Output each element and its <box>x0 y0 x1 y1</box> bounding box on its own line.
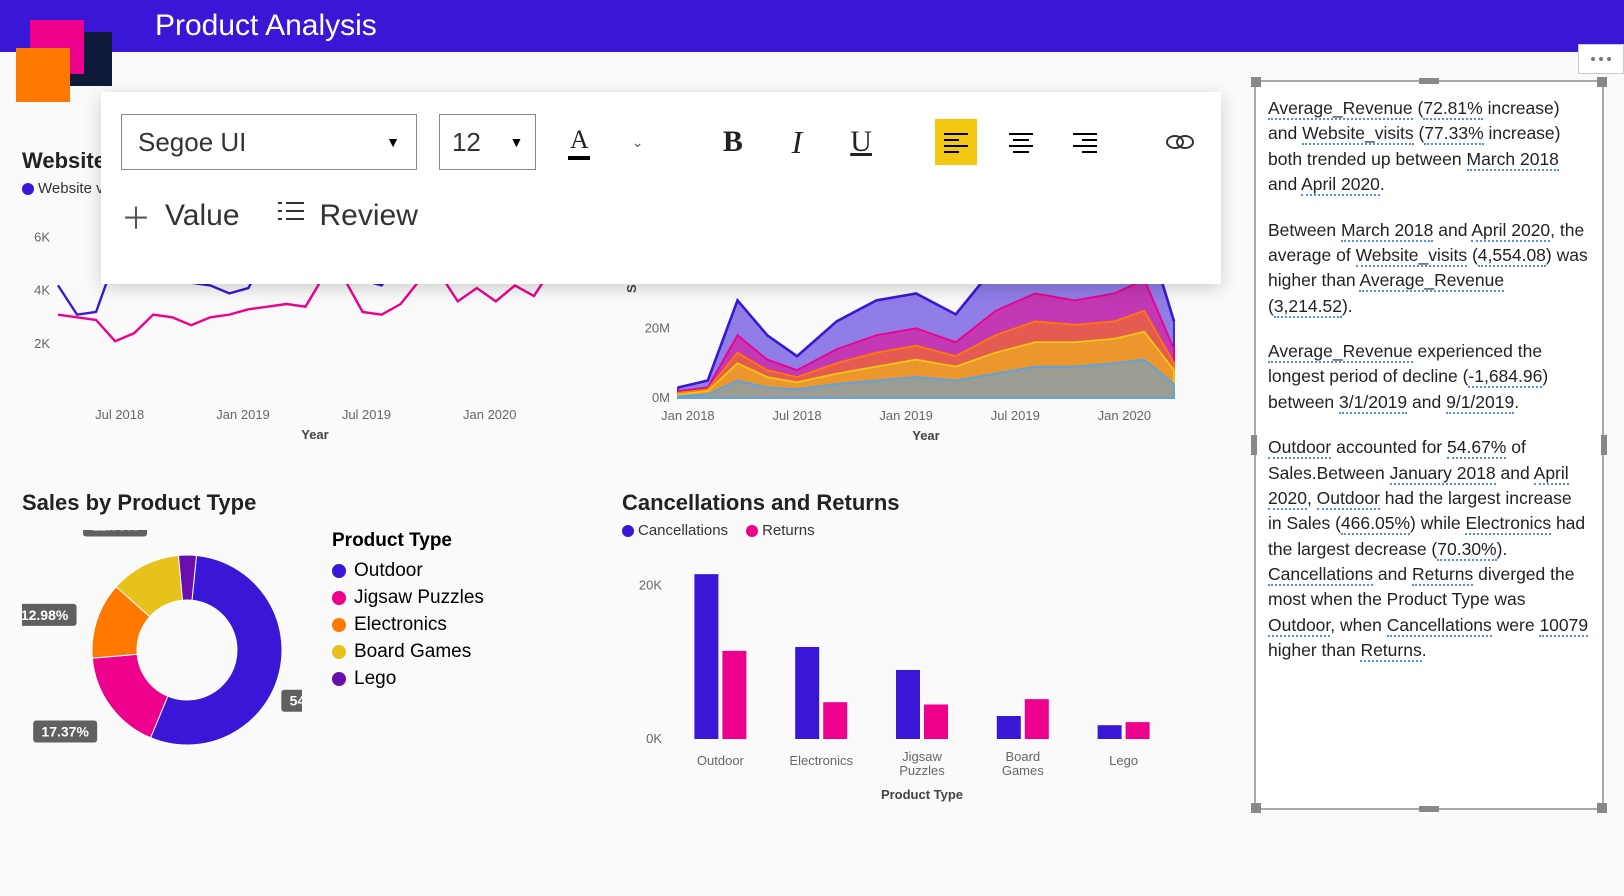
svg-text:20M: 20M <box>645 320 670 335</box>
svg-text:Jan 2020: Jan 2020 <box>463 407 517 422</box>
app-logo <box>12 20 104 98</box>
resize-handle[interactable] <box>1601 435 1607 455</box>
donut-chart-svg: 54.67% 17.37% 12.98% 11.96% <box>22 530 302 770</box>
cancellations-returns-chart[interactable]: Cancellations and Returns CancellationsR… <box>622 490 1182 814</box>
review-button[interactable]: Review <box>276 199 418 233</box>
title-bar: Product Analysis <box>0 0 1624 52</box>
svg-text:54.67%: 54.67% <box>290 693 302 709</box>
svg-text:Jan 2019: Jan 2019 <box>879 408 933 423</box>
svg-text:Jul 2018: Jul 2018 <box>772 408 821 423</box>
chevron-down-icon: ▼ <box>386 134 400 150</box>
text-format-toolbar: Segoe UI ▼ 12 ▼ A ⌄ B I U ＋ V <box>101 92 1221 284</box>
align-center-icon <box>1008 131 1034 153</box>
align-right-button[interactable] <box>1064 119 1106 165</box>
resize-handle[interactable] <box>1251 803 1261 813</box>
font-size-select[interactable]: 12 ▼ <box>439 114 536 170</box>
svg-text:Jan 2018: Jan 2018 <box>661 408 715 423</box>
add-value-button[interactable]: ＋ Value <box>121 194 240 238</box>
chart-title: Sales by Product Type <box>22 490 582 516</box>
review-label: Review <box>320 199 418 233</box>
legend-item[interactable]: Lego <box>332 668 484 690</box>
legend-item[interactable]: Electronics <box>332 614 484 636</box>
legend-title: Product Type <box>332 530 484 552</box>
align-left-button[interactable] <box>935 119 977 165</box>
narrative-paragraph: Outdoor accounted for 54.67% of Sales.Be… <box>1268 435 1590 663</box>
align-right-icon <box>1072 131 1098 153</box>
chart-legend: CancellationsReturns <box>622 522 1182 539</box>
svg-text:Year: Year <box>912 428 939 443</box>
plus-icon: ＋ <box>121 194 151 238</box>
add-value-label: Value <box>165 199 240 233</box>
narrative-paragraph: Between March 2018 and April 2020, the a… <box>1268 218 1590 320</box>
resize-handle[interactable] <box>1597 803 1607 813</box>
font-color-button[interactable]: A <box>558 119 600 165</box>
resize-handle[interactable] <box>1419 806 1439 812</box>
svg-text:0K: 0K <box>646 731 662 746</box>
svg-text:Puzzles: Puzzles <box>899 763 945 778</box>
align-center-button[interactable] <box>999 119 1041 165</box>
sales-by-product-type-chart[interactable]: Sales by Product Type 54.67% 17.37% 12.98%… <box>22 490 582 770</box>
svg-text:Jan 2019: Jan 2019 <box>216 407 270 422</box>
resize-handle[interactable] <box>1597 77 1607 87</box>
smart-narrative-textbox[interactable]: Average_Revenue (72.81% increase) and We… <box>1254 80 1604 810</box>
visual-more-options[interactable] <box>1578 44 1624 74</box>
donut-legend: Product Type Outdoor Jigsaw Puzzles Electr… <box>332 530 484 770</box>
chevron-down-icon: ▼ <box>510 134 524 150</box>
bar-chart-svg: 0K 20K Outdoor Electronics JigsawPuzzles Boar… <box>622 549 1182 809</box>
svg-text:Jul 2019: Jul 2019 <box>342 407 391 422</box>
font-family-select[interactable]: Segoe UI ▼ <box>121 114 417 170</box>
svg-text:2K: 2K <box>34 336 50 351</box>
svg-text:Product Type: Product Type <box>881 787 963 802</box>
hyperlink-button[interactable] <box>1159 119 1201 165</box>
font-family-value: Segoe UI <box>138 127 246 158</box>
font-size-value: 12 <box>452 127 481 158</box>
bold-button[interactable]: B <box>712 119 754 165</box>
svg-text:Electronics: Electronics <box>789 753 853 768</box>
resize-handle[interactable] <box>1251 435 1257 455</box>
svg-text:20K: 20K <box>639 578 662 593</box>
svg-text:6K: 6K <box>34 230 50 245</box>
legend-item[interactable]: Board Games <box>332 641 484 663</box>
chart-title: Cancellations and Returns <box>622 490 1182 516</box>
svg-text:Jan 2020: Jan 2020 <box>1098 408 1152 423</box>
svg-text:12.98%: 12.98% <box>22 607 69 623</box>
narrative-paragraph: Average_Revenue experienced the longest … <box>1268 339 1590 415</box>
resize-handle[interactable] <box>1251 77 1261 87</box>
list-icon <box>276 199 306 233</box>
svg-text:4K: 4K <box>34 283 50 298</box>
font-color-dropdown[interactable]: ⌄ <box>617 119 659 165</box>
svg-text:0M: 0M <box>652 390 670 405</box>
logo-square-orange <box>16 48 70 102</box>
svg-text:Jul 2018: Jul 2018 <box>95 407 144 422</box>
svg-text:Jul 2019: Jul 2019 <box>991 408 1040 423</box>
resize-handle[interactable] <box>1419 78 1439 84</box>
page-title: Product Analysis <box>155 9 377 43</box>
svg-text:17.37%: 17.37% <box>41 724 89 740</box>
svg-text:Board: Board <box>1005 749 1040 764</box>
svg-text:Year: Year <box>301 427 328 442</box>
svg-text:Outdoor: Outdoor <box>697 753 745 768</box>
italic-button[interactable]: I <box>776 119 818 165</box>
legend-item[interactable]: Jigsaw Puzzles <box>332 587 484 609</box>
svg-text:Games: Games <box>1002 763 1044 778</box>
narrative-paragraph: Average_Revenue (72.81% increase) and We… <box>1268 96 1590 198</box>
legend-item[interactable]: Outdoor <box>332 560 484 582</box>
svg-text:11.96%: 11.96% <box>92 530 139 533</box>
underline-button[interactable]: U <box>840 119 882 165</box>
align-left-icon <box>943 131 969 153</box>
svg-text:Jigsaw: Jigsaw <box>902 749 942 764</box>
link-icon <box>1165 132 1195 152</box>
svg-text:Lego: Lego <box>1109 753 1138 768</box>
